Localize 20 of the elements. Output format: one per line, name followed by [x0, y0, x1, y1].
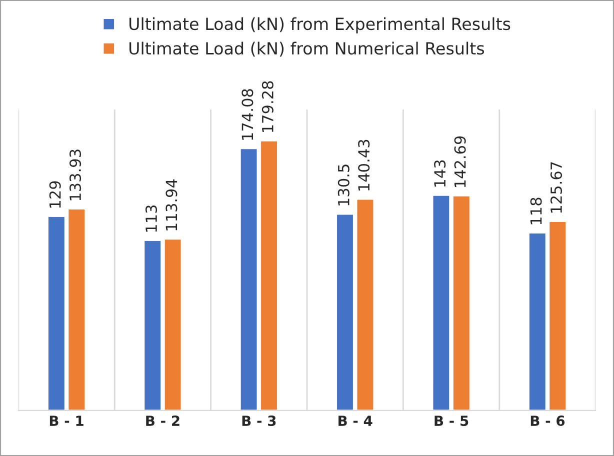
x-tick-label: B - 4: [338, 416, 372, 426]
data-label: 133.93: [69, 150, 82, 200]
legend-label: Ultimate Load (kN) from Numerical Results: [129, 42, 484, 57]
data-label: 142.69: [454, 136, 466, 188]
data-label: 129: [49, 181, 61, 208]
data-label: 113: [145, 205, 158, 232]
data-label: 174.08: [242, 89, 254, 140]
x-tick-label: B - 2: [146, 416, 180, 426]
data-label: 113.94: [166, 179, 178, 230]
data-label: 130.5: [338, 164, 350, 206]
data-label: 140.43: [358, 140, 370, 190]
x-tick-label: B - 3: [242, 416, 276, 426]
legend-label: Ultimate Load (kN) from Experimental Results: [129, 17, 510, 34]
data-label: 125.67: [550, 162, 562, 213]
x-tick-label: B - 1: [50, 416, 84, 426]
x-tick-label: B - 6: [530, 416, 565, 426]
data-label: 179.28: [262, 81, 274, 132]
data-label: 118: [530, 198, 542, 224]
x-tick-label: B - 5: [434, 416, 468, 426]
data-label: 143: [434, 160, 446, 187]
